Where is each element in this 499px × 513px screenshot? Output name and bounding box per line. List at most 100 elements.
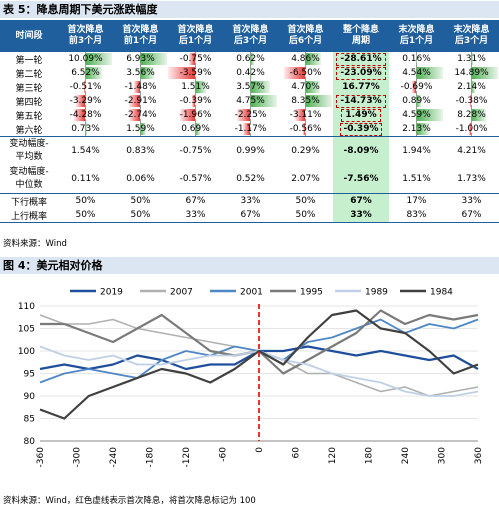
cell-value: 2.14%	[457, 82, 486, 92]
negative-data-bar	[83, 81, 85, 93]
cell-value: 3.56%	[126, 68, 155, 78]
y-tick-label: 110	[18, 302, 35, 312]
bar-axis	[140, 80, 141, 94]
header-cell: 首次降息 前1个月	[113, 20, 168, 52]
chart-title: 图 4：美元相对价格	[0, 257, 499, 274]
cell-value: -1.17%	[234, 124, 267, 134]
bar-axis	[195, 66, 196, 80]
cell-value: 8.28%	[457, 110, 486, 120]
data-cell: -2.91%	[113, 94, 168, 108]
data-cell: 8.28%	[444, 108, 499, 122]
bar-axis	[471, 66, 472, 80]
positive-data-bar	[416, 67, 443, 79]
negative-data-bar	[134, 81, 140, 93]
bar-axis	[471, 122, 472, 136]
bar-axis	[250, 108, 251, 122]
bar-axis	[195, 52, 196, 66]
data-cell: 2.14%	[444, 80, 499, 94]
data-cell: -8.09%	[333, 136, 389, 165]
bar-axis	[140, 52, 141, 66]
data-cell: 50%	[113, 193, 168, 208]
data-cell: 1.59%	[113, 122, 168, 137]
usd-relative-price-chart: 80 85 90 95 100 105 110 -360 -300 -240 -180 -120 -60…	[18, 288, 484, 468]
bar-axis	[195, 122, 196, 136]
cell-value: 4.59%	[402, 110, 431, 120]
data-cell: 4.54%	[389, 66, 444, 80]
data-cell: 67%	[333, 193, 389, 208]
bar-axis	[85, 108, 86, 122]
data-cell: -3.11%	[278, 108, 333, 122]
bar-axis	[85, 66, 86, 80]
negative-data-bar	[76, 95, 85, 107]
bar-axis	[250, 94, 251, 108]
data-cell: 3.57%	[223, 80, 278, 94]
cycle-value-highlight: -14.73%	[336, 94, 386, 108]
x-tick-label: 60	[292, 447, 302, 459]
cycle-value-highlight: -0.39%	[339, 122, 383, 136]
data-cell: -0.75%	[168, 136, 223, 165]
bar-axis	[195, 80, 196, 94]
x-tick-label: 120	[328, 447, 338, 464]
data-cell: -0.69%	[389, 80, 444, 94]
positive-data-bar	[471, 109, 486, 121]
header-cell: 首次降息 后3个月	[223, 20, 278, 52]
bar-axis	[140, 66, 141, 80]
bar-axis	[305, 52, 306, 66]
data-cell: 50%	[278, 208, 333, 223]
data-cell: 4.86%	[278, 52, 333, 66]
table-row: 第二轮 6.52% 3.56% -3.59% 0.42% -6.50% -23.09% 4.5…	[0, 66, 499, 80]
positive-data-bar	[416, 123, 429, 135]
y-tick-label: 80	[24, 437, 36, 447]
row-label: 第二轮	[15, 69, 43, 80]
cell-value: -0.75%	[179, 54, 212, 64]
cell-value: -3.59%	[179, 68, 212, 78]
bar-axis	[471, 80, 472, 94]
positive-data-bar	[250, 95, 277, 107]
row-label: 第三轮	[15, 83, 43, 94]
header-cell: 时间段	[0, 20, 58, 52]
cell-value: 8.35%	[291, 96, 320, 106]
cell-value: -0.39%	[179, 96, 212, 106]
negative-data-bar	[180, 109, 195, 121]
data-cell: -0.39%	[168, 94, 223, 108]
data-cell: -3.29%	[58, 94, 113, 108]
x-tick-label: -240	[109, 447, 119, 468]
data-cell: 0.11%	[71, 174, 100, 184]
positive-data-bar	[305, 81, 321, 93]
y-tick-label: 100	[18, 347, 35, 357]
cell-value: -2.74%	[124, 110, 157, 120]
data-cell: 67%	[168, 193, 223, 208]
bar-axis	[85, 80, 86, 94]
bar-axis	[416, 80, 417, 94]
legend-label: 2019	[100, 288, 123, 298]
x-tick-label: 360	[474, 447, 484, 464]
cycle-value-highlight: -23.09%	[336, 66, 386, 80]
data-cell: 50%	[278, 193, 333, 208]
positive-data-bar	[305, 53, 321, 65]
cycle-value-highlight: 1.49%	[341, 108, 381, 122]
legend-label: 1984	[430, 288, 453, 298]
data-cell: -0.75%	[168, 52, 223, 66]
x-tick-label: 300	[438, 447, 448, 464]
bar-axis	[85, 122, 86, 136]
bar-axis	[305, 66, 306, 80]
data-cell: 2.07%	[291, 174, 320, 184]
cell-value: 4.86%	[291, 54, 320, 64]
cell-value: 0.69%	[181, 124, 210, 134]
bar-axis	[250, 52, 251, 66]
negative-data-bar	[168, 67, 195, 79]
data-cell: 0.99%	[223, 136, 278, 165]
data-cell: 50%	[58, 208, 113, 223]
data-cell: 4.70%	[278, 80, 333, 94]
positive-data-bar	[471, 81, 475, 93]
data-cell: 83%	[389, 208, 444, 223]
cell-value: 0.16%	[402, 54, 431, 64]
data-cell: 50%	[58, 193, 113, 208]
legend-label: 1989	[365, 288, 388, 298]
cell-value: -4.28%	[69, 110, 102, 120]
cell-value: 3.57%	[236, 82, 265, 92]
bar-axis	[471, 108, 472, 122]
data-cell: -3.59%	[168, 66, 223, 80]
cell-value: 4.54%	[402, 68, 431, 78]
data-cell: 0.69%	[168, 122, 223, 137]
